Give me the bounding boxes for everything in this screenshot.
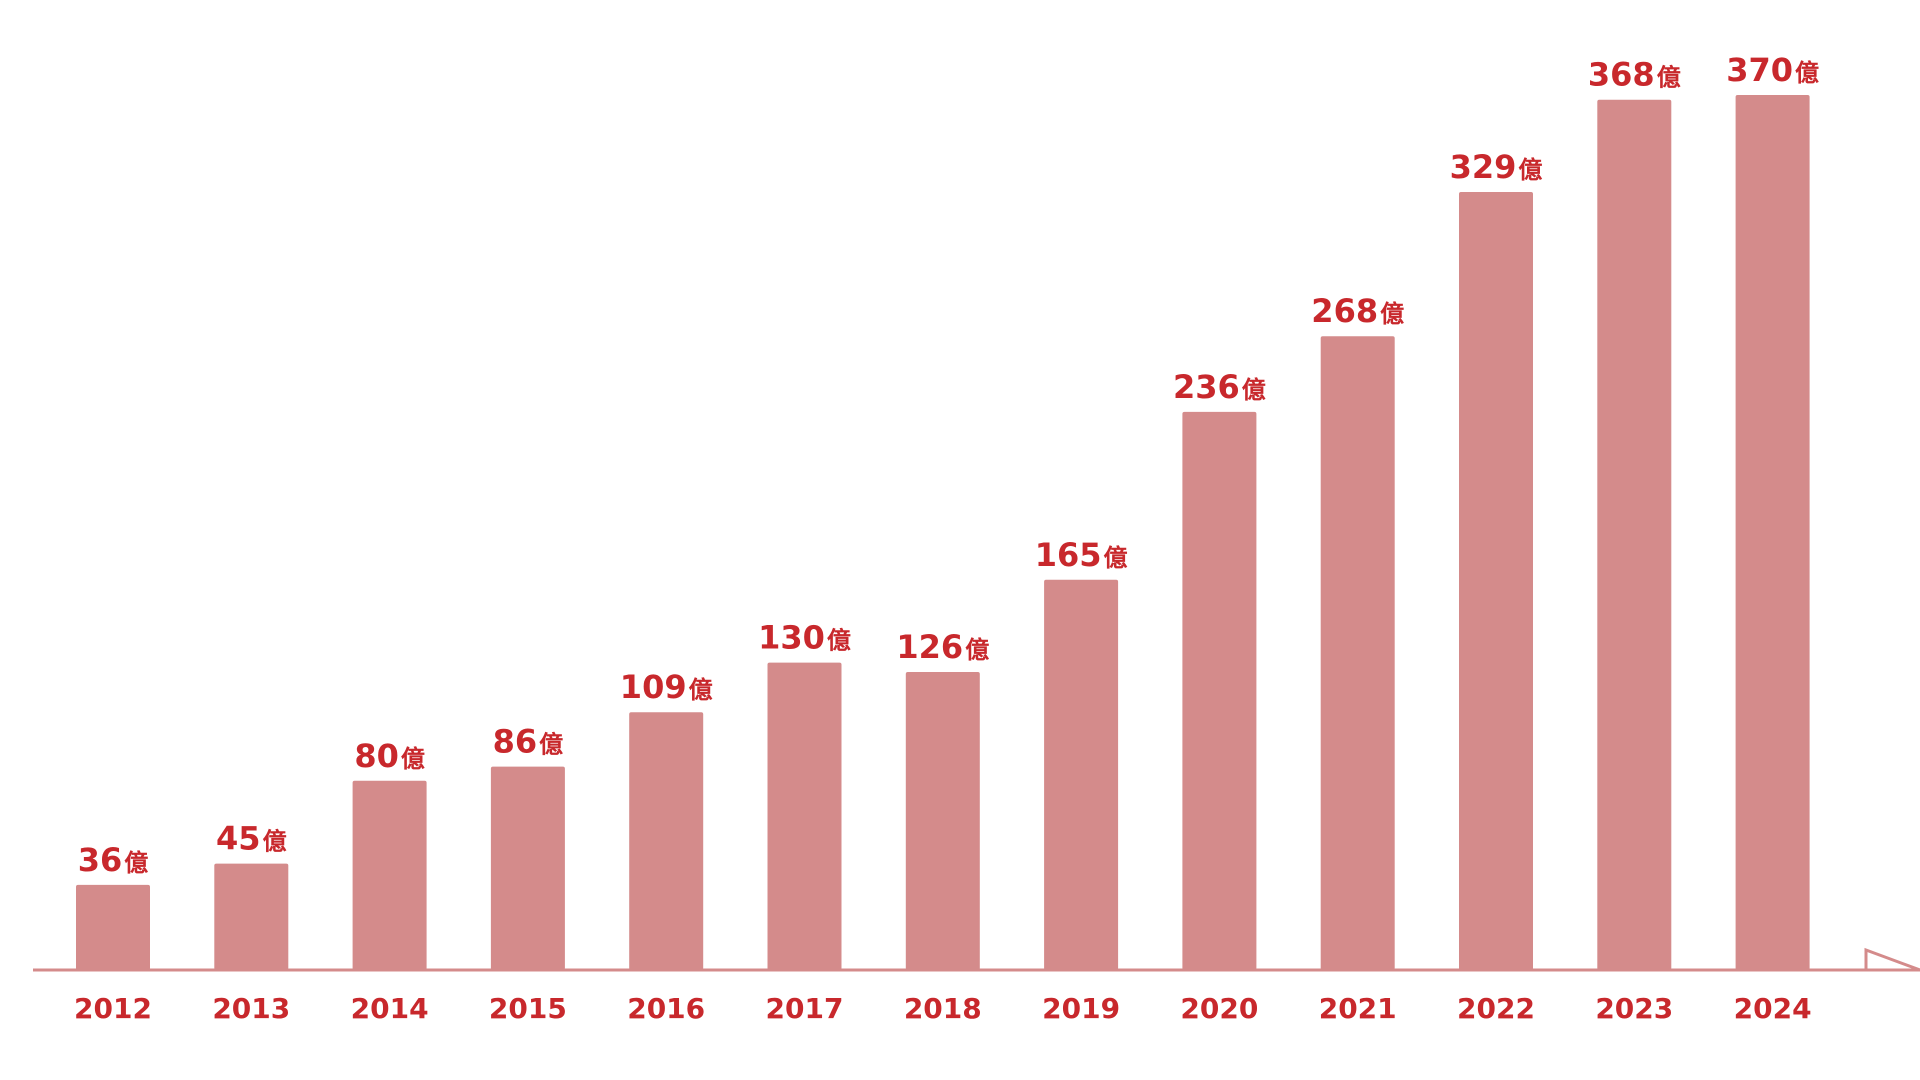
value-label-2013: 45億 xyxy=(216,820,287,858)
value-label-2017: 130億 xyxy=(758,619,851,657)
tick-label-2018: 2018 xyxy=(904,992,982,1025)
tick-labels-layer: 2012 2013 2014 2015 2016 2017 2018 2019 2020 2021… xyxy=(74,992,1812,1025)
bar-2018 xyxy=(905,672,980,970)
value-label-2012: 36億 xyxy=(78,841,149,879)
bar-2023 xyxy=(1597,99,1672,970)
tick-label-2013: 2013 xyxy=(212,992,290,1025)
tick-label-2015: 2015 xyxy=(489,992,567,1025)
bar-2014 xyxy=(352,780,427,970)
value-labels-layer: 36億 45億 80億 86億 109億 130億 126億 165億 236億 268億 329億… xyxy=(78,51,1819,879)
value-label-2023: 368億 xyxy=(1588,56,1681,94)
value-label-2022: 329億 xyxy=(1450,148,1543,186)
tick-label-2020: 2020 xyxy=(1180,992,1258,1025)
value-label-2021: 268億 xyxy=(1311,292,1404,330)
tick-label-2024: 2024 xyxy=(1734,992,1812,1025)
tick-label-2012: 2012 xyxy=(74,992,152,1025)
value-label-2015: 86億 xyxy=(493,723,564,761)
bar-2020 xyxy=(1182,411,1257,970)
bar-2012 xyxy=(76,884,150,970)
x-axis-arrow xyxy=(1864,947,1920,972)
tick-label-2021: 2021 xyxy=(1319,992,1397,1025)
tick-label-2019: 2019 xyxy=(1042,992,1120,1025)
tick-label-2014: 2014 xyxy=(351,992,429,1025)
bar-2022 xyxy=(1459,192,1533,970)
bar-2017 xyxy=(767,662,842,970)
value-label-2020: 236億 xyxy=(1173,368,1266,406)
bar-2013 xyxy=(214,863,289,970)
tick-label-2016: 2016 xyxy=(627,992,705,1025)
bars-layer xyxy=(76,95,1810,970)
tick-label-2017: 2017 xyxy=(766,992,844,1025)
bar-2024 xyxy=(1735,95,1810,970)
value-label-2018: 126億 xyxy=(896,628,989,666)
value-label-2024: 370億 xyxy=(1726,51,1819,89)
bar-2016 xyxy=(629,712,704,970)
bar-2021 xyxy=(1320,336,1395,970)
bar-2015 xyxy=(490,766,565,970)
bar-2019 xyxy=(1044,579,1119,970)
axis-layer xyxy=(33,947,1920,972)
value-label-2014: 80億 xyxy=(354,737,425,775)
value-label-2019: 165億 xyxy=(1035,536,1128,574)
value-label-2016: 109億 xyxy=(620,668,713,706)
tick-label-2023: 2023 xyxy=(1595,992,1673,1025)
tick-label-2022: 2022 xyxy=(1457,992,1535,1025)
